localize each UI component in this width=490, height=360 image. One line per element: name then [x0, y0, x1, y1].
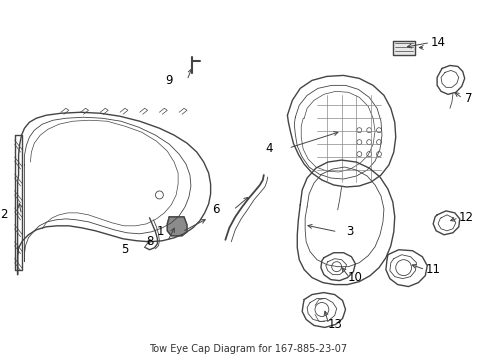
Polygon shape [393, 41, 416, 55]
Text: Tow Eye Cap Diagram for 167-885-23-07: Tow Eye Cap Diagram for 167-885-23-07 [149, 345, 347, 354]
Text: 8: 8 [146, 235, 153, 248]
Text: 13: 13 [327, 318, 342, 331]
Polygon shape [167, 217, 187, 236]
Text: 9: 9 [166, 74, 173, 87]
Text: 1: 1 [157, 225, 164, 238]
Text: 2: 2 [0, 208, 7, 221]
Text: 10: 10 [348, 271, 363, 284]
Text: 11: 11 [426, 263, 441, 276]
Text: 5: 5 [121, 243, 129, 256]
Text: 4: 4 [265, 141, 272, 155]
Text: 6: 6 [212, 203, 220, 216]
Text: 3: 3 [346, 225, 353, 238]
Text: 7: 7 [465, 92, 472, 105]
Text: 12: 12 [459, 211, 474, 224]
Text: 14: 14 [431, 36, 445, 49]
